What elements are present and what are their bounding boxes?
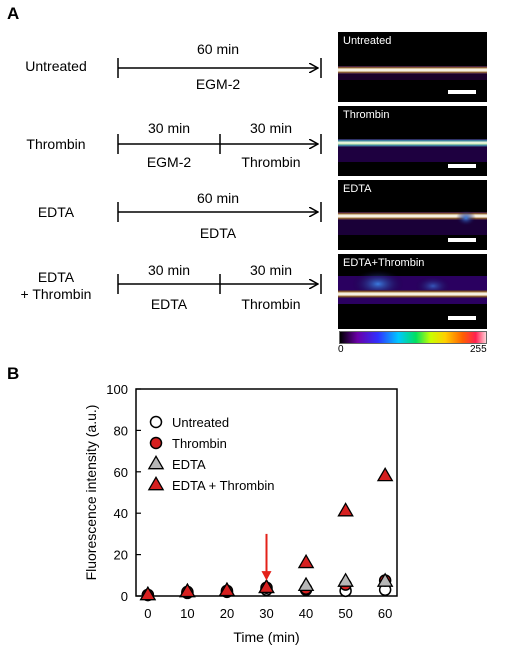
timeline-edta <box>117 202 322 222</box>
data-point <box>218 581 236 597</box>
legend-label: EDTA <box>172 457 206 472</box>
x-tick-label: 30 <box>259 606 273 621</box>
timeline-thrombin <box>117 134 322 154</box>
x-axis-label: Time (min) <box>233 629 299 645</box>
fluorescence-chart: 0 20 40 60 80 100 0 10 20 30 40 50 60 Time (min) Fluor… <box>83 382 398 645</box>
x-tick-label: 20 <box>220 606 234 621</box>
y-tick-label: 0 <box>121 589 128 604</box>
edta-thrombin-seg1-duration: 30 min <box>147 262 191 278</box>
data-point <box>179 582 196 598</box>
edta-medium: EDTA <box>199 225 237 241</box>
y-axis-label: Fluorescence intensity (a.u.) <box>83 405 99 581</box>
scale-bar <box>448 90 476 94</box>
legend-marker <box>147 455 165 470</box>
legend-marker <box>149 415 163 429</box>
condition-label-edta-thrombin: EDTA + Thrombin <box>0 269 112 303</box>
timeline-untreated <box>117 58 322 78</box>
legend-label: Untreated <box>172 415 229 430</box>
thrombin-seg1-duration: 30 min <box>147 120 191 136</box>
panel-b-letter: B <box>7 364 20 383</box>
data-point <box>337 572 354 587</box>
micrograph-label-edta: EDTA <box>343 183 372 195</box>
edta-thrombin-seg2-duration: 30 min <box>249 262 293 278</box>
colorbar <box>339 331 487 344</box>
legend-marker <box>147 476 165 491</box>
scale-bar <box>448 238 476 242</box>
data-point <box>297 576 315 591</box>
panel-a-letter: A <box>7 4 20 23</box>
edta-duration: 60 min <box>196 190 240 206</box>
x-tick-label: 10 <box>180 606 194 621</box>
edta-thrombin-seg2-medium: Thrombin <box>241 296 301 312</box>
data-point <box>297 553 315 569</box>
scale-bar <box>448 164 476 168</box>
thrombin-seg2-duration: 30 min <box>249 120 293 136</box>
micrograph-stack <box>338 32 487 329</box>
condition-label-thrombin: Thrombin <box>26 136 86 152</box>
colorbar-min-label: 0 <box>338 344 344 355</box>
micrograph-label-thrombin: Thrombin <box>343 109 390 121</box>
data-point <box>258 578 275 594</box>
micrograph-label-edta-thrombin: EDTA+Thrombin <box>343 257 425 269</box>
condition-label-line-1: EDTA <box>37 269 75 285</box>
y-tick-label: 60 <box>114 465 128 480</box>
data-point <box>337 502 354 517</box>
data-point <box>376 572 394 587</box>
legend-label: Thrombin <box>172 436 227 451</box>
x-tick-label: 60 <box>378 606 392 621</box>
data-point <box>376 466 394 482</box>
y-tick-label: 20 <box>114 548 128 563</box>
condition-label-untreated: Untreated <box>25 58 87 74</box>
colorbar-max-label: 255 <box>470 344 487 355</box>
micrograph-thrombin <box>338 106 487 176</box>
legend-label: EDTA + Thrombin <box>172 478 274 493</box>
micrograph-edta <box>338 180 487 250</box>
x-tick-label: 40 <box>299 606 313 621</box>
y-tick-label: 80 <box>114 423 128 438</box>
condition-label-edta: EDTA <box>37 204 75 220</box>
data-point <box>139 586 157 601</box>
edta-thrombin-seg1-medium: EDTA <box>150 296 188 312</box>
untreated-duration: 60 min <box>196 41 240 57</box>
condition-label-line-2: + Thrombin <box>20 286 92 302</box>
timeline-diagrams <box>117 58 322 294</box>
scale-bar <box>448 316 476 320</box>
y-tick-label: 100 <box>106 382 128 397</box>
legend-marker <box>149 436 163 450</box>
timeline-edta-thrombin <box>117 274 322 294</box>
micrograph-label-untreated: Untreated <box>343 35 392 47</box>
micrograph-edta-thrombin <box>338 254 487 329</box>
y-tick-label: 40 <box>114 506 128 521</box>
thrombin-seg2-medium: Thrombin <box>241 154 301 170</box>
thrombin-seg1-medium: EGM-2 <box>146 154 192 170</box>
annotation-arrow-head <box>261 571 272 581</box>
micrograph-untreated <box>338 32 487 102</box>
untreated-medium: EGM-2 <box>195 76 241 92</box>
x-tick-label: 0 <box>144 606 151 621</box>
x-tick-label: 50 <box>338 606 352 621</box>
